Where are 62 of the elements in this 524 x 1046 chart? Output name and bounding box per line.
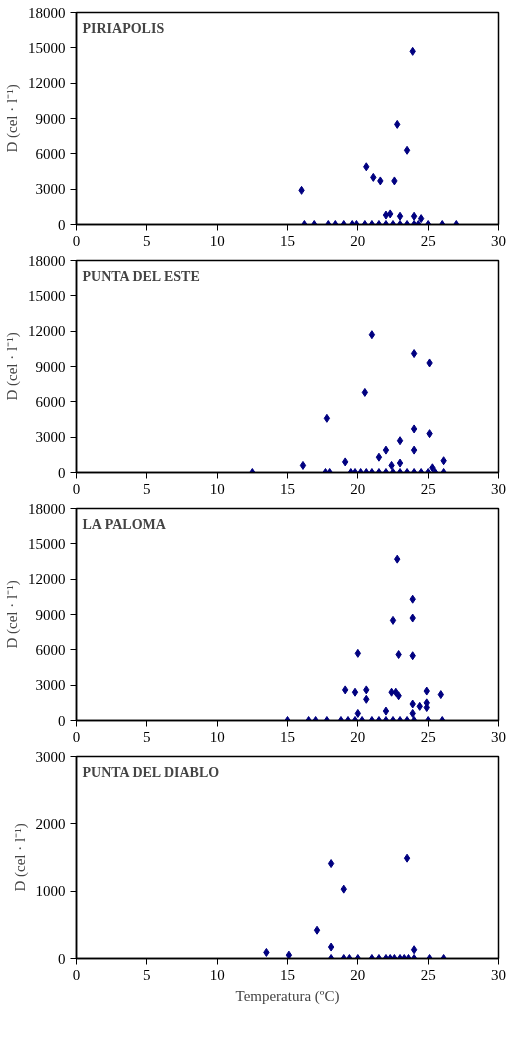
y-axis-title: D (cel · l⁻¹) — [11, 823, 29, 892]
y-tick-label: 12000 — [28, 75, 66, 92]
y-axis-title: D (cel · l⁻¹) — [4, 84, 21, 153]
x-tick-label: 5 — [143, 728, 151, 745]
y-tick-label: 15000 — [28, 535, 66, 552]
y-tick-label: 18000 — [28, 500, 66, 517]
x-tick-label: 10 — [209, 966, 225, 983]
y-tick-label: 3000 — [35, 429, 66, 446]
y-tick-label: 18000 — [28, 4, 66, 21]
x-tick-label: 5 — [143, 232, 151, 249]
x-tick-label: 30 — [491, 480, 506, 497]
y-tick-label: 0 — [58, 712, 66, 729]
x-tick-label: 20 — [350, 232, 366, 249]
y-tick-label: 15000 — [28, 39, 66, 56]
x-tick-label: 30 — [491, 966, 506, 983]
text: PUNTA DEL DIABLO — [82, 764, 220, 780]
y-tick-label: 0 — [58, 464, 66, 481]
y-tick-label: 6000 — [35, 145, 66, 162]
x-tick-label: 20 — [350, 480, 366, 497]
x-tick-label: 0 — [72, 480, 81, 497]
x-tick-label: 20 — [350, 728, 366, 745]
y-axis-title: D (cel · l⁻¹) — [4, 580, 21, 649]
y-tick-label: 9000 — [35, 110, 66, 127]
x-tick-label: 0 — [72, 966, 81, 983]
x-tick-label: 5 — [143, 480, 151, 497]
x-tick-label: 30 — [491, 232, 506, 249]
x-tick-label: 25 — [420, 480, 436, 497]
x-tick-label: 15 — [280, 480, 295, 497]
x-tick-label: 0 — [72, 728, 81, 745]
x-tick-label: 15 — [280, 728, 295, 745]
text: LA PALOMA — [82, 516, 167, 532]
x-tick-label: 15 — [280, 966, 295, 983]
y-tick-label: 1000 — [35, 883, 66, 900]
y-tick-label: 0 — [58, 950, 66, 967]
y-tick-label: 18000 — [28, 252, 66, 269]
text: PIRIAPOLIS — [82, 20, 165, 36]
text: PUNTA DEL ESTE — [82, 268, 200, 284]
x-tick-label: 5 — [143, 966, 151, 983]
y-tick-label: 3000 — [35, 748, 66, 765]
x-tick-label: 25 — [420, 232, 436, 249]
y-tick-label: 12000 — [28, 323, 66, 340]
x-tick-label: 10 — [209, 728, 225, 745]
x-tick-label: 25 — [420, 966, 436, 983]
y-tick-label: 3000 — [35, 677, 66, 694]
y-tick-label: 2000 — [35, 815, 66, 832]
x-tick-label: 25 — [420, 728, 436, 745]
y-tick-label: 12000 — [28, 571, 66, 588]
y-tick-label: 9000 — [35, 358, 66, 375]
y-tick-label: 6000 — [35, 393, 66, 410]
x-tick-label: 20 — [350, 966, 366, 983]
y-tick-label: 15000 — [28, 287, 66, 304]
y-tick-label: 6000 — [35, 641, 66, 658]
x-tick-label: 0 — [72, 232, 81, 249]
y-tick-label: 3000 — [35, 181, 66, 198]
x-axis-title: Temperatura (ºC) — [235, 987, 340, 1005]
y-axis-title: D (cel · l⁻¹) — [4, 332, 21, 401]
x-tick-label: 15 — [280, 232, 295, 249]
y-tick-label: 0 — [58, 216, 66, 233]
y-tick-label: 9000 — [35, 606, 66, 623]
x-tick-label: 30 — [491, 728, 506, 745]
x-tick-label: 10 — [209, 480, 225, 497]
x-tick-label: 10 — [209, 232, 225, 249]
